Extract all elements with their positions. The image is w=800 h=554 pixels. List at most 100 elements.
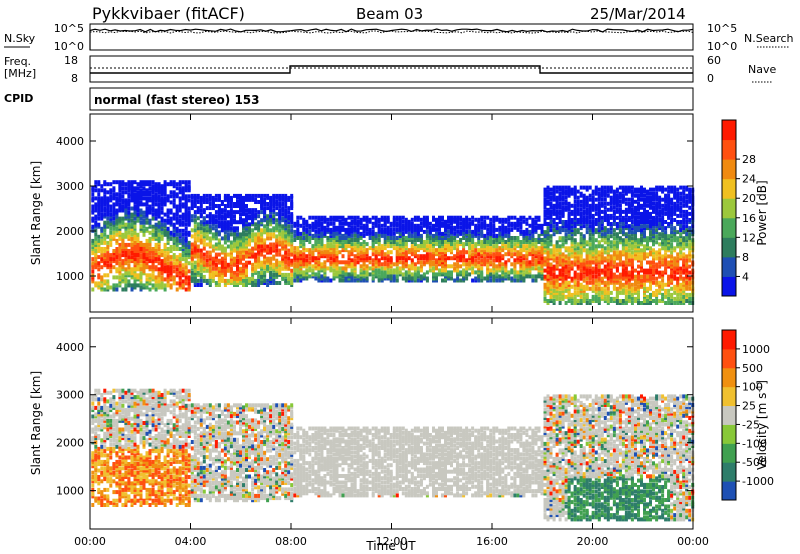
power-cell: [199, 195, 203, 200]
power-cell: [190, 200, 194, 204]
power-cell: [483, 276, 487, 281]
power-cell: [474, 242, 478, 247]
power-cell: [199, 208, 203, 213]
power-cell: [462, 262, 466, 267]
power-cell: [609, 222, 613, 226]
power-cell: [462, 217, 466, 222]
power-cell: [284, 240, 288, 245]
power-cell: [573, 244, 577, 249]
power-cell: [190, 242, 194, 247]
power-cell: [564, 228, 568, 233]
power-cell: [501, 254, 505, 259]
power-cell: [395, 217, 399, 222]
power-cell: [534, 227, 538, 232]
power-cell: [341, 260, 345, 265]
power-cell: [136, 236, 140, 241]
power-cell: [413, 262, 417, 267]
power-cell: [217, 232, 221, 237]
power-cell: [154, 182, 158, 187]
power-cell: [404, 236, 408, 240]
power-cell: [410, 233, 414, 238]
power-cell: [103, 236, 107, 241]
power-cell: [263, 244, 267, 249]
power-cell: [229, 204, 233, 208]
power-cell: [178, 180, 182, 185]
power-cell: [359, 225, 363, 230]
power-cell: [100, 265, 104, 270]
power-cell: [184, 226, 188, 231]
power-cell: [275, 270, 279, 275]
power-cell: [338, 225, 342, 230]
power-cell: [585, 226, 589, 231]
power-cell: [428, 221, 432, 226]
power-cell: [579, 236, 583, 241]
power-cell: [597, 240, 601, 245]
power-cell: [507, 250, 511, 255]
power-cell: [103, 220, 107, 225]
power-cell: [564, 195, 568, 200]
power-cell: [260, 244, 264, 249]
power-cell: [257, 262, 261, 267]
power-cell: [296, 219, 300, 224]
power-cell: [172, 238, 176, 243]
power-cell: [178, 204, 182, 209]
power-cell: [386, 270, 390, 275]
power-cell: [254, 232, 258, 237]
power-cell: [181, 202, 185, 207]
power-cell: [546, 230, 550, 235]
power-cell: [136, 251, 140, 256]
power-cell: [543, 288, 547, 293]
power-cell: [163, 277, 167, 282]
power-cell: [465, 229, 469, 234]
power-cell: [564, 254, 568, 259]
power-cell: [353, 246, 357, 251]
power-cell: [528, 250, 532, 255]
power-cell: [606, 286, 610, 291]
power-cell: [115, 261, 119, 266]
power-cell: [320, 221, 324, 226]
power-cell: [576, 246, 580, 251]
power-cell: [362, 270, 366, 275]
power-cell: [148, 210, 152, 215]
power-cell: [211, 195, 215, 200]
power-cell: [332, 221, 336, 226]
power-cell: [124, 277, 128, 282]
power-cell: [278, 202, 282, 206]
power-cell: [567, 234, 571, 239]
power-cell: [109, 212, 113, 217]
power-cell: [281, 256, 285, 261]
power-cell: [549, 234, 553, 239]
power-cell: [236, 220, 239, 225]
power-cell: [281, 193, 285, 198]
power-cell: [184, 257, 188, 262]
power-cell: [136, 232, 140, 237]
power-cell: [112, 216, 116, 221]
power-cell: [142, 196, 146, 201]
power-cell: [187, 240, 191, 245]
power-cell: [498, 227, 502, 232]
power-cell: [435, 272, 438, 277]
power-cell: [477, 276, 481, 281]
power-cell: [130, 196, 134, 201]
power-cell: [278, 236, 282, 241]
power-cell: [531, 248, 535, 253]
power-cell: [320, 217, 324, 222]
power-cell: [112, 283, 116, 288]
power-cell: [190, 250, 194, 255]
power-cell: [133, 285, 137, 290]
power-cell: [260, 232, 264, 237]
power-cell: [130, 255, 134, 260]
power-cell: [94, 196, 98, 201]
power-cell: [223, 212, 227, 217]
power-cell: [471, 258, 475, 263]
power-cell: [495, 250, 499, 255]
power-cell: [145, 277, 149, 282]
power-cell: [217, 246, 221, 251]
power-cell: [338, 242, 342, 247]
power-cell: [109, 196, 113, 201]
power-cell: [163, 261, 167, 266]
power-cell: [329, 260, 333, 265]
nsearch-line: [89, 30, 694, 34]
power-cell: [320, 252, 324, 257]
power-cell: [591, 220, 595, 224]
